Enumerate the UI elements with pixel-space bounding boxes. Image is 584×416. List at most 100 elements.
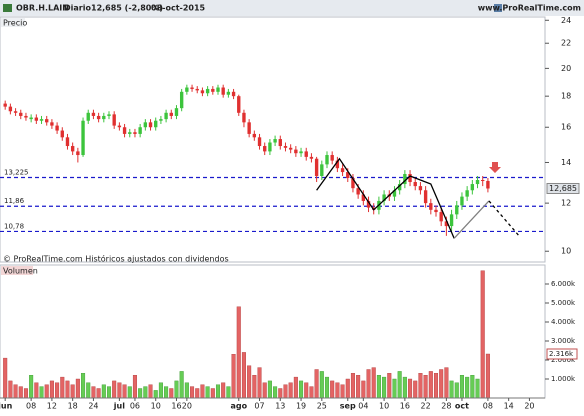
x-tick-label: 13: [275, 402, 285, 411]
x-tick-label: ago: [230, 402, 247, 411]
volume-bar: [465, 376, 470, 399]
pattern-line: [453, 200, 490, 239]
candle-body: [169, 112, 173, 116]
volume-bar: [449, 380, 454, 399]
volume-bar: [169, 388, 174, 399]
candle-body: [304, 151, 308, 157]
volume-bar: [387, 373, 392, 399]
volume-bar: [148, 384, 153, 399]
candle-body: [86, 112, 90, 121]
candle-body: [8, 106, 13, 112]
y-tick-label: 16: [561, 123, 571, 132]
volume-bar: [70, 384, 75, 399]
volume-bar: [158, 382, 163, 399]
volume-bar: [371, 367, 376, 399]
volume-bar: [423, 375, 428, 399]
candle-body: [268, 142, 272, 152]
volume-bar: [273, 386, 278, 399]
x-tick-label: 08: [26, 402, 36, 411]
candle-body: [242, 112, 246, 123]
quote: 12,685 (-2,80%): [91, 4, 163, 13]
y-tick-label: 2.000k: [551, 356, 576, 364]
volume-bar: [29, 375, 34, 399]
volume-bar: [34, 382, 39, 399]
volume-bar: [3, 357, 8, 399]
candle-body: [91, 112, 96, 116]
volume-bar: [81, 373, 86, 399]
candle-body: [273, 139, 277, 143]
candle-body: [294, 149, 298, 154]
candle-body: [455, 205, 459, 215]
candle-body: [439, 212, 443, 222]
volume-bar: [112, 380, 117, 399]
candle-body: [429, 203, 433, 210]
symbol: OBR.H.LAIN: [16, 4, 69, 13]
candle-body: [299, 151, 303, 154]
x-tick-label: 16: [400, 402, 410, 411]
volume-bar: [350, 373, 355, 399]
volume-bar: [13, 384, 18, 399]
candle-body: [413, 182, 417, 187]
volume-bar: [117, 382, 122, 399]
volume-bar: [408, 378, 413, 399]
last-volume-box: [546, 348, 578, 360]
candle-body: [159, 119, 163, 121]
last-volume: 2.316k: [549, 350, 574, 358]
candle-body: [314, 158, 319, 176]
candle-body: [76, 151, 80, 156]
candle-body: [128, 132, 132, 134]
candle-body: [465, 190, 469, 197]
candle-body: [320, 164, 324, 176]
candle-body: [418, 186, 423, 191]
volume-bar: [236, 306, 241, 399]
candle-body: [278, 139, 282, 147]
volume-bar: [345, 378, 350, 399]
candle-body: [55, 125, 59, 131]
header-icon: [3, 4, 12, 12]
x-tick-label: sep: [340, 402, 356, 411]
y-tick-label: 1.000k: [551, 375, 576, 383]
x-tick-label: jun: [0, 402, 13, 411]
header-button[interactable]: [494, 4, 502, 12]
x-tick-label: 18: [68, 402, 78, 411]
volume-bar: [314, 369, 319, 399]
pattern-line: [488, 200, 520, 237]
volume-bar: [402, 376, 407, 399]
volume-bar: [459, 375, 464, 399]
candle-body: [216, 87, 220, 92]
x-tick-label: 07: [254, 402, 264, 411]
volume-bar: [60, 376, 65, 399]
volume-bar: [55, 382, 60, 399]
x-tick-label: 16: [171, 402, 181, 411]
footnote: © ProRealTime.com Históricos ajustados c…: [3, 254, 229, 264]
candle-body: [288, 147, 293, 150]
volume-bar: [122, 384, 127, 399]
candle-body: [143, 122, 148, 128]
y-tick-label: 24: [561, 16, 571, 25]
volume-bar: [210, 388, 215, 399]
candle-body: [211, 88, 215, 92]
volume-bar: [267, 380, 272, 399]
volume-bar: [470, 375, 475, 399]
candle-body: [164, 112, 168, 120]
candle-body: [205, 88, 210, 94]
y-tick-label: 20: [561, 64, 571, 73]
candle-body: [13, 111, 18, 113]
y-tick-label: 4.000k: [551, 318, 576, 326]
candle-body: [179, 91, 184, 109]
volume-bar: [247, 365, 252, 399]
volume-bar: [164, 386, 169, 399]
x-tick-label: 12: [47, 402, 57, 411]
candle-body: [102, 115, 106, 120]
volume-bar: [241, 352, 246, 399]
candle-body: [226, 91, 231, 95]
candle-body: [449, 214, 454, 227]
volume-bar: [278, 388, 283, 399]
volume-bar: [153, 390, 158, 399]
volume-bar: [49, 380, 54, 399]
candle-body: [481, 179, 485, 182]
x-tick-label: 25: [317, 402, 327, 411]
volume-bar: [138, 388, 143, 399]
x-tick-label: 08: [483, 402, 493, 411]
volume-bar: [23, 388, 28, 399]
